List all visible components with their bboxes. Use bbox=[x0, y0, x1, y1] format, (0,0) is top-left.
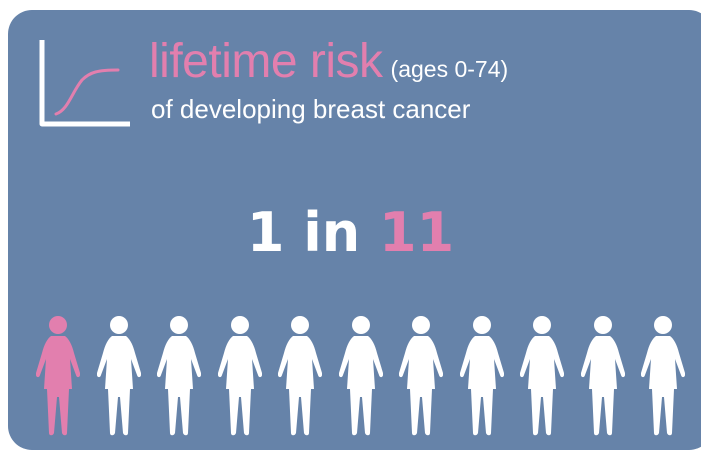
woman-icon bbox=[96, 316, 141, 436]
ratio-numerator: 1 bbox=[246, 201, 285, 264]
woman-icon bbox=[338, 316, 383, 436]
infographic-card: lifetime risk (ages 0-74) of developing b… bbox=[8, 10, 701, 450]
woman-icon bbox=[641, 316, 685, 436]
ratio-denominator: 11 bbox=[379, 201, 455, 264]
woman-icon bbox=[459, 316, 504, 436]
risk-ratio: 1 in 11 bbox=[8, 198, 693, 268]
subtitle: of developing breast cancer bbox=[151, 94, 471, 124]
woman-icon bbox=[278, 316, 322, 436]
woman-icon bbox=[157, 316, 201, 436]
age-range-label: (ages 0-74) bbox=[390, 56, 509, 82]
woman-icon bbox=[399, 316, 443, 436]
ratio-connector: in bbox=[303, 201, 361, 264]
woman-icon bbox=[580, 316, 625, 436]
cumulative-curve-icon bbox=[39, 40, 130, 127]
woman-icon bbox=[520, 316, 564, 436]
woman-pictogram-row bbox=[36, 315, 685, 437]
page-title: lifetime risk bbox=[149, 35, 383, 88]
woman-icon bbox=[217, 316, 262, 436]
title-line: lifetime risk (ages 0-74) bbox=[149, 34, 508, 89]
woman-icon-highlighted bbox=[36, 316, 80, 436]
